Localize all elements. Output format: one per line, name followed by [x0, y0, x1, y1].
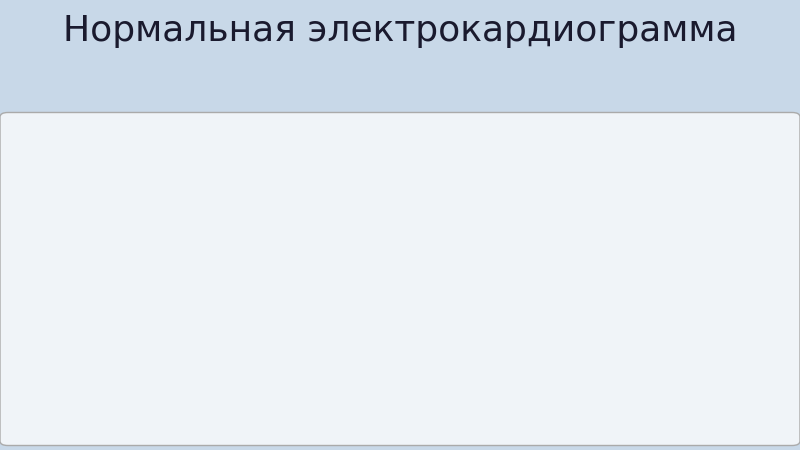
Text: P – Q: P – Q — [86, 274, 118, 287]
Text: S: S — [437, 346, 445, 358]
Text: Нормальная электрокардиограмма: Нормальная электрокардиограмма — [62, 14, 738, 48]
Text: Q: Q — [388, 320, 398, 333]
Text: R: R — [409, 155, 418, 169]
Text: T: T — [255, 258, 264, 272]
Text: U: U — [292, 280, 302, 294]
Text: U: U — [715, 359, 725, 372]
Text: Интервал: Интервал — [123, 381, 187, 394]
Text: S – T: S – T — [214, 247, 244, 260]
Text: P: P — [150, 272, 159, 286]
Text: P: P — [502, 360, 510, 374]
Text: Интервал: Интервал — [227, 381, 291, 394]
Text: Интервал: Интервал — [278, 185, 342, 198]
Text: T: T — [670, 359, 678, 372]
Text: R: R — [202, 155, 211, 169]
Text: S – T: S – T — [245, 370, 274, 383]
Text: Сегмент: Сегмент — [62, 294, 118, 307]
Text: Интервал: Интервал — [212, 400, 275, 413]
Text: R – R: R – R — [294, 158, 326, 171]
Text: Зубцы: Зубцы — [666, 373, 707, 386]
Text: Q– T: Q– T — [230, 389, 258, 402]
Text: Сегмент: Сегмент — [251, 255, 307, 268]
Text: Зубец: Зубец — [486, 371, 526, 384]
Text: P – Q: P – Q — [139, 370, 170, 383]
Text: QRS: QRS — [404, 400, 430, 413]
